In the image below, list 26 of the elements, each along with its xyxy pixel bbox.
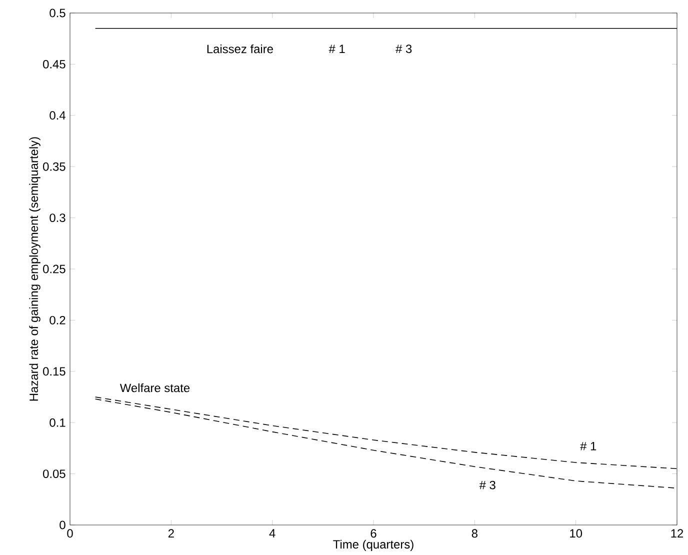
x-tick-label: 8 xyxy=(472,529,478,538)
x-tick-label: 4 xyxy=(269,529,276,538)
annotation: Laissez faire xyxy=(207,44,273,54)
y-axis-title: Hazard rate of gaining employment (semiquartely) xyxy=(29,137,40,401)
x-tick-label: 2 xyxy=(168,529,174,538)
y-tick-label: 0.05 xyxy=(43,470,66,478)
y-tick-label: 0.15 xyxy=(43,367,66,376)
y-tick-label: 0.1 xyxy=(50,418,66,427)
x-tick-label: 12 xyxy=(671,529,684,538)
y-tick-label: 0.3 xyxy=(50,214,66,222)
annotation: Welfare state xyxy=(120,383,190,392)
y-tick-label: 0.4 xyxy=(50,111,66,120)
x-tick-label: 0 xyxy=(67,529,73,538)
annotation: # 3 xyxy=(479,480,496,490)
annotation: # 1 xyxy=(580,442,596,450)
y-tick-label: 0 xyxy=(60,520,66,530)
y-tick-label: 0.35 xyxy=(43,162,66,171)
x-tick-label: 10 xyxy=(570,529,582,538)
x-tick-label: 6 xyxy=(370,529,376,538)
y-tick-label: 0.25 xyxy=(43,264,66,274)
annotation: # 3 xyxy=(396,44,412,54)
y-tick-label: 0.2 xyxy=(50,316,66,324)
x-axis-title: Time (quarters) xyxy=(333,540,414,551)
annotation: # 1 xyxy=(328,44,345,53)
y-tick-label: 0.45 xyxy=(43,60,66,68)
y-tick-label: 0.5 xyxy=(50,8,66,18)
